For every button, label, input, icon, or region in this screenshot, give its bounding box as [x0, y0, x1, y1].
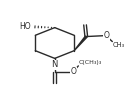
Text: HO: HO [19, 22, 31, 31]
Text: N: N [52, 60, 58, 69]
Text: C(CH₃)₃: C(CH₃)₃ [79, 60, 102, 65]
Text: O: O [104, 31, 109, 40]
Text: O: O [71, 67, 77, 76]
Polygon shape [74, 36, 87, 51]
Text: CH₃: CH₃ [113, 42, 125, 48]
